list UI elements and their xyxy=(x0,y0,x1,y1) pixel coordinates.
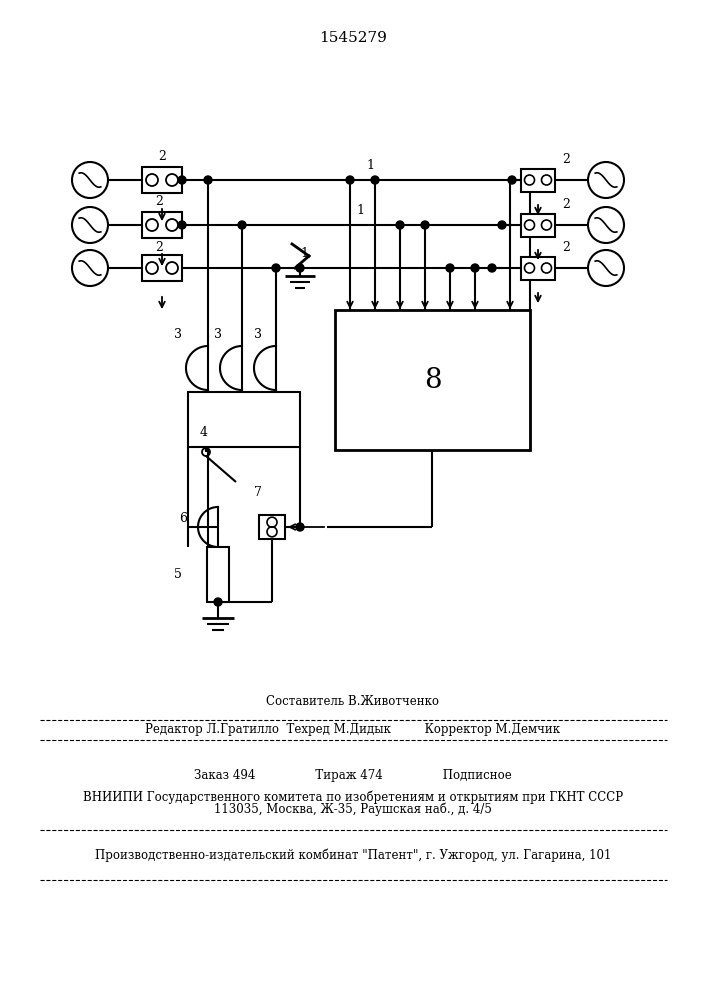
Text: Производственно-издательский комбинат "Патент", г. Ужгород, ул. Гагарина, 101: Производственно-издательский комбинат "П… xyxy=(95,848,611,862)
Bar xyxy=(142,212,182,238)
Text: Заказ 494                Тираж 474                Подписное: Заказ 494 Тираж 474 Подписное xyxy=(194,768,512,782)
Bar xyxy=(188,392,300,447)
Text: 113035, Москва, Ж-35, Раушская наб., д. 4/5: 113035, Москва, Ж-35, Раушская наб., д. … xyxy=(214,802,492,816)
Bar xyxy=(207,547,229,602)
Text: 1: 1 xyxy=(300,247,308,260)
Bar xyxy=(521,256,555,279)
Text: 8: 8 xyxy=(423,366,441,393)
Text: Редактор Л.Гратилло  Техред М.Дидык         Корректор М.Демчик: Редактор Л.Гратилло Техред М.Дидык Корре… xyxy=(146,724,561,736)
Circle shape xyxy=(421,221,429,229)
Text: 4: 4 xyxy=(200,426,208,439)
Circle shape xyxy=(178,176,186,184)
Bar xyxy=(259,515,285,539)
Text: 2: 2 xyxy=(155,241,163,254)
Circle shape xyxy=(471,264,479,272)
Circle shape xyxy=(296,264,304,272)
Bar xyxy=(521,168,555,192)
Circle shape xyxy=(238,221,246,229)
Circle shape xyxy=(446,264,454,272)
Circle shape xyxy=(498,221,506,229)
Text: 2: 2 xyxy=(562,198,570,211)
Circle shape xyxy=(272,264,280,272)
Text: Составитель В.Животченко: Составитель В.Животченко xyxy=(267,695,440,708)
Circle shape xyxy=(214,598,222,606)
Bar xyxy=(142,255,182,281)
Text: 2: 2 xyxy=(155,195,163,208)
Text: 1545279: 1545279 xyxy=(319,31,387,45)
Circle shape xyxy=(396,221,404,229)
Bar xyxy=(142,167,182,193)
Text: 1: 1 xyxy=(366,159,374,172)
Circle shape xyxy=(178,221,186,229)
Text: 7: 7 xyxy=(254,486,262,499)
Text: 2: 2 xyxy=(562,153,570,166)
Text: 1: 1 xyxy=(356,204,364,217)
Bar xyxy=(335,310,530,450)
Text: 3: 3 xyxy=(214,328,222,341)
Circle shape xyxy=(371,176,379,184)
Circle shape xyxy=(204,176,212,184)
Bar xyxy=(521,214,555,236)
Circle shape xyxy=(346,176,354,184)
Text: 3: 3 xyxy=(254,328,262,341)
Circle shape xyxy=(508,176,516,184)
Circle shape xyxy=(296,523,304,531)
Text: 6: 6 xyxy=(179,512,187,526)
Circle shape xyxy=(488,264,496,272)
Text: 3: 3 xyxy=(174,328,182,341)
Text: 2: 2 xyxy=(562,241,570,254)
Text: ВНИИПИ Государственного комитета по изобретениям и открытиям при ГКНТ СССР: ВНИИПИ Государственного комитета по изоб… xyxy=(83,790,623,804)
Text: 5: 5 xyxy=(174,568,182,581)
Text: 2: 2 xyxy=(158,150,166,163)
